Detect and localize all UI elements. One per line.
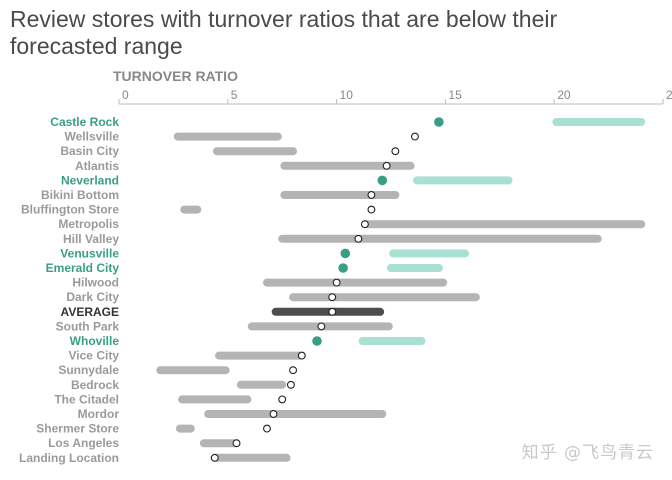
x-tick-label: 5 <box>231 88 238 102</box>
actual-marker <box>263 424 271 433</box>
x-axis-ticks: 0 5 10 15 20 25 <box>118 88 672 104</box>
store-label: Wellsville <box>65 130 120 144</box>
store-label: Basin City <box>60 144 119 158</box>
actual-marker <box>360 220 369 229</box>
store-label: Venusville <box>60 246 119 260</box>
actual-marker-highlight <box>340 248 351 259</box>
actual-marker <box>328 293 337 302</box>
store-label: The Citadel <box>54 392 119 406</box>
store-label: Mordor <box>78 407 120 421</box>
actual-marker <box>367 205 376 214</box>
watermark: 知乎 @飞鸟青云 <box>521 443 654 463</box>
actual-marker <box>289 366 298 375</box>
x-axis-title: TURNOVER RATIO <box>113 68 238 84</box>
actual-marker <box>317 322 326 331</box>
store-label: South Park <box>56 319 120 333</box>
store-label: Bedrock <box>71 378 119 392</box>
actual-marker <box>391 147 400 156</box>
chart-title: Review stores with turnover ratios that … <box>10 6 558 59</box>
store-label: Hilwood <box>72 276 119 290</box>
forecast-ranges <box>156 118 646 462</box>
actual-marker-highlight <box>377 175 388 186</box>
actual-marker <box>367 191 376 199</box>
actual-markers <box>210 117 444 462</box>
store-label: Sunnydale <box>58 363 119 377</box>
actual-marker <box>297 351 306 360</box>
store-label: Shermer Store <box>36 422 119 436</box>
actual-marker-highlight <box>338 263 348 273</box>
actual-marker-highlight <box>434 117 444 127</box>
store-label: Neverland <box>61 173 119 187</box>
store-label: Atlantis <box>75 159 119 173</box>
store-label: Dark City <box>66 290 119 304</box>
actual-marker <box>210 453 219 462</box>
x-tick-label: 0 <box>122 88 129 102</box>
store-label: Bikini Bottom <box>41 188 119 202</box>
store-label: Emerald City <box>46 261 120 275</box>
actual-marker-highlight <box>312 336 322 346</box>
actual-marker <box>354 234 363 243</box>
x-tick-label: 20 <box>557 88 571 102</box>
actual-marker <box>269 410 278 418</box>
store-label: Landing Location <box>19 451 119 465</box>
actual-marker <box>332 278 341 287</box>
store-label: AVERAGE <box>61 305 119 319</box>
actual-marker <box>328 307 337 316</box>
actual-marker <box>278 395 287 404</box>
store-label: Los Angeles <box>48 436 119 450</box>
store-label: Bluffington Store <box>21 203 119 217</box>
x-tick-label: 25 <box>666 88 672 102</box>
store-label: Hill Valley <box>63 232 119 246</box>
store-label: Castle Rock <box>50 115 119 129</box>
x-tick-label: 15 <box>448 88 462 102</box>
actual-marker <box>410 132 419 141</box>
store-label: Metropolis <box>58 217 119 231</box>
store-label: Whoville <box>70 334 120 348</box>
x-tick-label: 10 <box>340 88 354 102</box>
store-label: Vice City <box>69 349 120 363</box>
actual-marker <box>232 439 241 448</box>
actual-marker <box>286 380 295 389</box>
actual-marker <box>382 161 391 170</box>
